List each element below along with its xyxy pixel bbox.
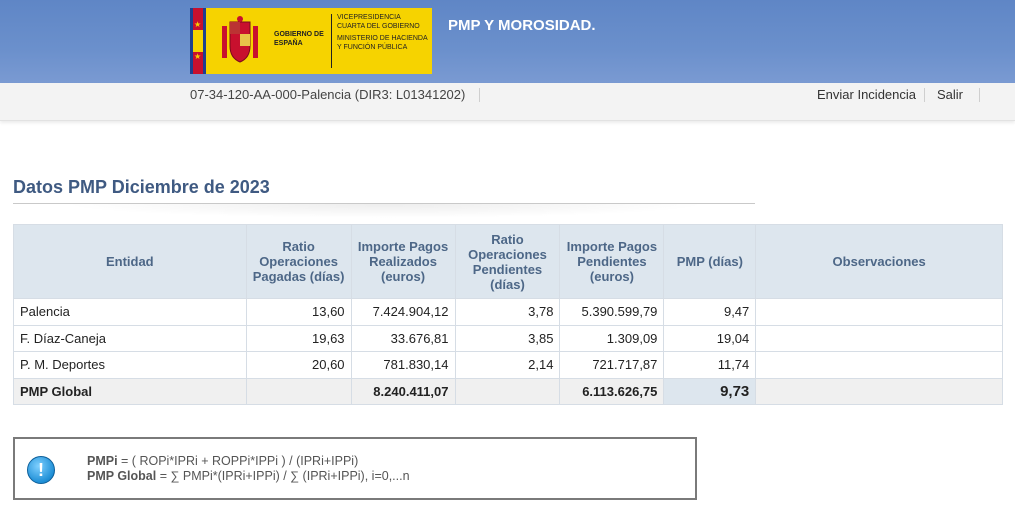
table-row: P. M. Deportes 20,60 781.830,14 2,14 721… [13,351,1003,379]
table-row: F. Díaz-Caneja 19,63 33.676,81 3,85 1.30… [13,324,1003,352]
app-title: PMP Y MOROSIDAD. [448,17,596,34]
ministerio-text: VICEPRESIDENCIA CUARTA DEL GOBIERNO MINI… [337,14,428,51]
cell-global-importe-realizados: 8.240.411,07 [350,377,456,405]
cell-empty [245,377,352,405]
star-icon: ★ [194,36,202,45]
cell-ratio-pendientes: 2,14 [454,351,561,379]
header-banner: ★ ★ ★ GOBIERNO DE ESPAÑA VICEPRESIDENCIA… [0,0,1015,83]
cell-ratio-pagadas: 13,60 [245,298,352,326]
cell-global-importe-pendientes: 6.113.626,75 [559,377,665,405]
title-divider [13,203,755,204]
cell-ratio-pagadas: 20,60 [245,351,352,379]
pmp-table: Entidad Ratio Operaciones Pagadas (días)… [13,224,1003,405]
table-header-row: Entidad Ratio Operaciones Pagadas (días)… [13,224,1003,299]
entity-code: 07-34-120-AA-000-Palencia (DIR3: L013412… [190,88,481,102]
gobierno-text: GOBIERNO DE ESPAÑA [274,31,324,47]
col-header-importe-realizados: Importe Pagos Realizados (euros) [350,224,456,299]
page-title: Datos PMP Diciembre de 2023 [13,177,270,197]
cell-empty [454,377,561,405]
flag-strip [190,8,206,74]
formula-box: ! PMPi = ( ROPi*IPRi + ROPPi*IPPi ) / (I… [13,437,697,500]
cell-importe-realizados: 33.676,81 [350,324,456,352]
cell-ratio-pendientes: 3,78 [454,298,561,326]
col-header-importe-pendientes: Importe Pagos Pendientes (euros) [559,224,665,299]
cell-empty [755,377,1003,405]
cell-pmp: 9,47 [663,298,757,326]
col-header-entidad: Entidad [13,224,247,299]
coat-of-arms-icon [222,16,258,63]
star-icon: ★ [194,52,202,61]
cell-entidad: Palencia [13,298,247,326]
formula-text: PMPi = ( ROPi*IPRi + ROPPi*IPPi ) / (IPR… [87,454,410,484]
salir-link[interactable]: Salir [937,88,981,102]
col-header-observaciones: Observaciones [755,224,1003,299]
cell-importe-realizados: 781.830,14 [350,351,456,379]
cell-importe-pendientes: 721.717,87 [559,351,665,379]
cell-importe-pendientes: 1.309,09 [559,324,665,352]
cell-observaciones [755,324,1003,352]
table-row: Palencia 13,60 7.424.904,12 3,78 5.390.5… [13,298,1003,326]
formula-global: = ∑ PMPi*(IPRi+IPPi) / ∑ (IPRi+IPPi), i=… [156,469,410,483]
info-icon: ! [27,456,55,484]
enviar-incidencia-link[interactable]: Enviar Incidencia [817,88,925,102]
formula-pmpi-label: PMPi [87,454,118,468]
cell-ratio-pagadas: 19,63 [245,324,352,352]
cell-importe-realizados: 7.424.904,12 [350,298,456,326]
formula-global-label: PMP Global [87,469,157,483]
cell-importe-pendientes: 5.390.599,79 [559,298,665,326]
cell-entidad: F. Díaz-Caneja [13,324,247,352]
col-header-ratio-pendientes: Ratio Operaciones Pendientes (días) [454,224,561,299]
cell-observaciones [755,351,1003,379]
cell-entidad: P. M. Deportes [13,351,247,379]
col-header-pmp: PMP (días) [663,224,757,299]
sub-navbar: 07-34-120-AA-000-Palencia (DIR3: L013412… [0,83,1015,121]
col-header-ratio-pagadas: Ratio Operaciones Pagadas (días) [245,224,352,299]
cell-pmp: 19,04 [663,324,757,352]
cell-global-label: PMP Global [13,377,247,405]
star-icon: ★ [194,20,202,29]
cell-observaciones [755,298,1003,326]
cell-ratio-pendientes: 3,85 [454,324,561,352]
cell-global-pmp: 9,73 [663,377,757,405]
formula-pmpi: = ( ROPi*IPRi + ROPPi*IPPi ) / (IPRi+IPP… [117,454,359,468]
cell-pmp: 11,74 [663,351,757,379]
gobierno-logo[interactable]: ★ ★ ★ GOBIERNO DE ESPAÑA VICEPRESIDENCIA… [190,8,432,74]
table-row-global: PMP Global 8.240.411,07 6.113.626,75 9,7… [13,377,1003,405]
